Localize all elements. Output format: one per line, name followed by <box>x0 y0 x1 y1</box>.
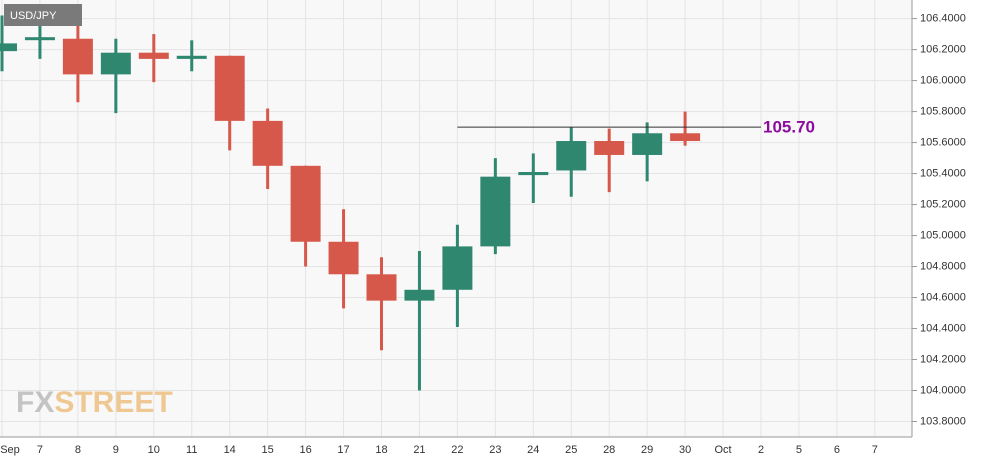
x-tick-label: 25 <box>565 444 577 456</box>
grid <box>0 0 912 437</box>
candle-body <box>594 141 625 155</box>
x-tick-label: 23 <box>489 444 501 456</box>
candle-body <box>252 120 283 166</box>
y-tick-label: 105.6000 <box>920 136 966 148</box>
x-tick-label: 11 <box>186 444 197 456</box>
x-tick-label: 6 <box>834 444 840 456</box>
x-tick-label: Sep <box>0 444 20 456</box>
x-tick-label: 16 <box>299 444 311 456</box>
y-tick-label: 105.0000 <box>920 229 966 241</box>
candle-body <box>556 141 587 171</box>
watermark-street: STREET <box>54 386 172 419</box>
watermark-fx: FX <box>16 386 54 419</box>
candle-body <box>0 43 17 52</box>
y-tick-label: 106.0000 <box>920 74 966 86</box>
candle-body <box>366 274 397 301</box>
candle-body <box>62 38 93 75</box>
x-tick-label: 9 <box>113 444 119 456</box>
y-tick-label: 104.2000 <box>920 353 966 365</box>
chart-title: USD/JPY <box>10 10 57 22</box>
x-tick-label: 14 <box>224 444 236 456</box>
x-tick-label: 21 <box>413 444 425 456</box>
x-tick-label: 28 <box>603 444 615 456</box>
x-tick-label: 7 <box>872 444 878 456</box>
x-tick-label: 5 <box>796 444 802 456</box>
candle-body <box>442 246 473 290</box>
candle-body <box>176 55 207 59</box>
candle-body <box>24 37 55 41</box>
x-tick-label: 17 <box>337 444 349 456</box>
title-box <box>4 4 82 26</box>
x-tick-label: 18 <box>375 444 387 456</box>
x-tick-label: 29 <box>641 444 653 456</box>
candle-body <box>290 165 321 242</box>
x-tick-label: 15 <box>262 444 274 456</box>
x-tick-label: 24 <box>527 444 539 456</box>
x-tick-label: 10 <box>148 444 160 456</box>
y-tick-label: 104.0000 <box>920 384 966 396</box>
x-tick-label: 22 <box>451 444 463 456</box>
y-tick-label: 103.8000 <box>920 415 966 427</box>
y-tick-label: 105.2000 <box>920 198 966 210</box>
candle-body <box>404 289 435 301</box>
x-tick-label: 2 <box>758 444 764 456</box>
watermark: FXSTREET <box>16 386 173 419</box>
candle-body <box>480 176 511 247</box>
x-tick-label: 30 <box>679 444 691 456</box>
candles <box>0 15 701 391</box>
x-tick-label: 7 <box>37 444 43 456</box>
candle-body <box>138 52 169 59</box>
candle-body <box>670 133 701 142</box>
candle-body <box>214 55 245 121</box>
y-tick-label: 105.4000 <box>920 167 966 179</box>
candle-body <box>518 172 549 176</box>
level-label: 105.70 <box>763 118 815 137</box>
x-tick-label: Oct <box>714 444 731 456</box>
candle-body <box>632 133 663 155</box>
y-tick-label: 104.6000 <box>920 291 966 303</box>
candle-body <box>328 241 359 275</box>
x-tick-label: 8 <box>75 444 81 456</box>
y-tick-label: 104.4000 <box>920 322 966 334</box>
y-tick-label: 104.8000 <box>920 260 966 272</box>
y-tick-label: 106.4000 <box>920 13 966 25</box>
y-tick-label: 106.2000 <box>920 43 966 55</box>
candle-body <box>100 52 131 75</box>
plot-area <box>0 0 912 437</box>
y-tick-label: 105.8000 <box>920 105 966 117</box>
